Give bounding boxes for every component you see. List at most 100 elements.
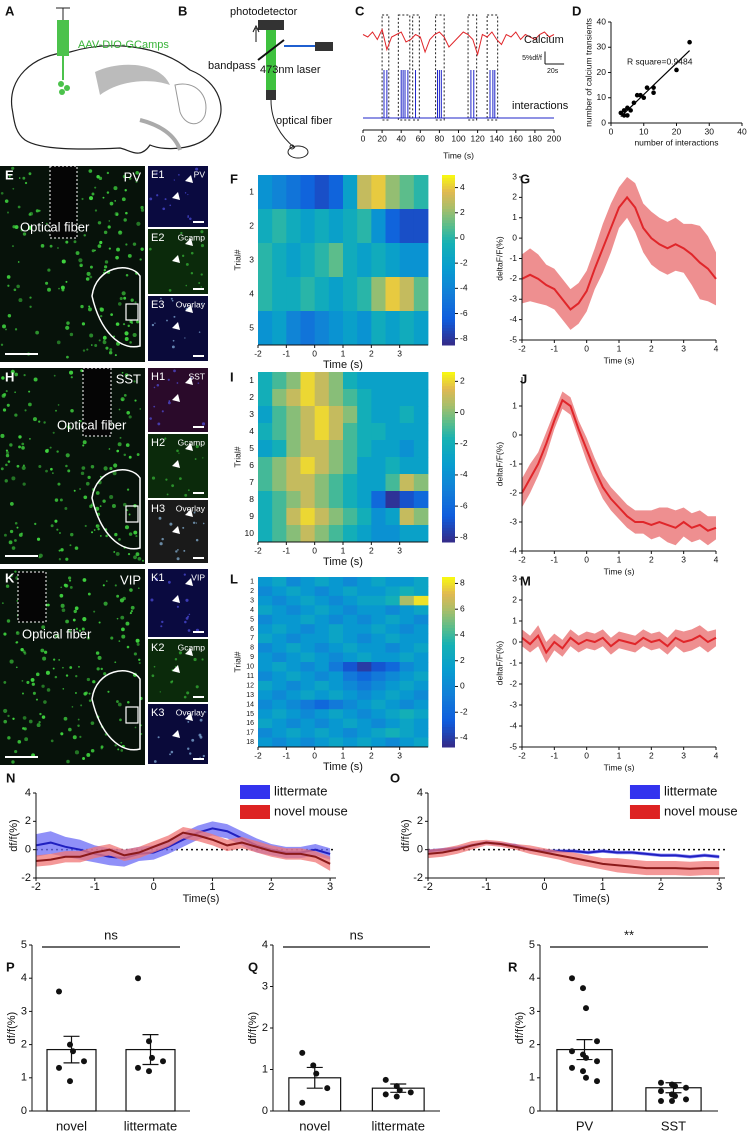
heatmap-cell bbox=[399, 633, 415, 644]
heatmap-cell bbox=[300, 508, 316, 526]
colorbar-strip bbox=[442, 715, 455, 720]
heatmap-cell bbox=[371, 728, 386, 738]
calcium-trace bbox=[362, 28, 555, 57]
heatmap-cell bbox=[399, 614, 415, 625]
colorbar-strip bbox=[442, 457, 455, 461]
inset-stain: Overlay bbox=[176, 503, 206, 513]
colorbar-strip bbox=[442, 313, 455, 318]
colorbar-label: -6 bbox=[460, 500, 468, 510]
heatmap-cell bbox=[371, 389, 386, 407]
point bbox=[674, 67, 679, 73]
legend-swatch bbox=[629, 785, 660, 799]
colorbar-strip bbox=[442, 625, 455, 629]
heatmap-cell bbox=[371, 406, 386, 424]
point bbox=[580, 985, 586, 992]
inset-dot bbox=[153, 405, 156, 408]
heatmap-cell bbox=[343, 643, 358, 653]
heatmap-cell bbox=[399, 491, 415, 509]
cell-dot bbox=[104, 265, 108, 269]
heatmap-cell bbox=[328, 175, 344, 210]
colorbar-strip bbox=[442, 251, 455, 255]
arrowhead bbox=[172, 305, 193, 330]
legend-label: interactions bbox=[512, 100, 569, 112]
heatmap-cell bbox=[413, 209, 429, 244]
cell-type: PV bbox=[124, 169, 142, 184]
heatmap-cell bbox=[272, 709, 287, 720]
x-tick-label: 3 bbox=[327, 881, 333, 893]
cell-dot bbox=[34, 522, 37, 526]
heatmap-cell bbox=[328, 457, 344, 475]
cell-dot bbox=[103, 672, 107, 676]
inset-dot bbox=[183, 695, 187, 699]
colorbar-strip bbox=[442, 577, 455, 581]
heatmap-cell bbox=[286, 586, 301, 597]
heatmap-cell bbox=[300, 624, 316, 635]
heatmap-cell bbox=[357, 633, 372, 644]
point bbox=[621, 113, 627, 118]
cell-dot bbox=[84, 691, 88, 695]
heatmap-cell bbox=[258, 372, 273, 390]
colorbar-strip bbox=[442, 400, 455, 404]
cell-dot bbox=[43, 421, 46, 424]
cell-dot bbox=[117, 748, 120, 751]
colorbar-strip bbox=[442, 642, 455, 646]
x-tick-label: 120 bbox=[471, 133, 485, 143]
heatmap-cell bbox=[286, 709, 301, 720]
cell-dot bbox=[39, 712, 42, 716]
injection bbox=[59, 89, 65, 95]
heatmap-cell bbox=[286, 680, 301, 691]
x-tick-label: 3 bbox=[681, 750, 686, 760]
heatmap-cell bbox=[357, 525, 372, 543]
heatmap-cell bbox=[272, 243, 287, 278]
cell-dot bbox=[121, 291, 126, 296]
point bbox=[641, 95, 647, 101]
colorbar-strip bbox=[442, 628, 455, 632]
colorbar-strip bbox=[442, 288, 455, 292]
x-tick-label: -2 bbox=[518, 554, 526, 564]
heatmap-cell bbox=[371, 718, 386, 729]
colorbar-strip bbox=[442, 231, 455, 235]
heatmap-cell bbox=[399, 406, 415, 424]
cell-dot bbox=[6, 619, 11, 623]
x-tick-label: -2 bbox=[254, 750, 262, 760]
cell-dot bbox=[10, 369, 15, 374]
heatmap-cell bbox=[385, 737, 401, 748]
row-label: 10 bbox=[246, 664, 254, 671]
cell-dot bbox=[81, 466, 86, 470]
cell-dot bbox=[136, 320, 140, 324]
inset-dot bbox=[180, 231, 183, 235]
cell-dot bbox=[60, 603, 65, 608]
heatmap-cell bbox=[357, 728, 372, 738]
colorbar-strip bbox=[442, 397, 455, 401]
heatmap-cell bbox=[343, 175, 358, 210]
x-tick-label: -2 bbox=[254, 348, 262, 358]
cell-dot bbox=[50, 467, 53, 471]
panel-label: Q bbox=[248, 959, 258, 974]
row-label: 12 bbox=[246, 682, 254, 689]
heatmap-cell bbox=[300, 372, 316, 390]
cell-dot bbox=[124, 525, 130, 530]
colorbar-strip bbox=[442, 650, 455, 654]
cell-dot bbox=[90, 344, 93, 346]
cell-dot bbox=[119, 296, 123, 301]
heatmap-cell bbox=[258, 586, 273, 597]
heatmap-cell bbox=[413, 652, 429, 663]
inset-dot bbox=[202, 457, 204, 459]
cell-dot bbox=[24, 181, 28, 185]
inset-dot bbox=[170, 750, 174, 754]
inset-dot bbox=[153, 665, 156, 668]
colorbar-strip bbox=[442, 471, 455, 475]
x-tick-label: 0 bbox=[584, 343, 589, 353]
x-tick-label: -1 bbox=[551, 750, 559, 760]
heatmap-cell bbox=[258, 474, 273, 492]
heatmap-cell bbox=[314, 718, 330, 729]
mean-line bbox=[521, 195, 717, 311]
cell-dot bbox=[62, 688, 65, 690]
cell-dot bbox=[92, 680, 96, 684]
heatmap-cell bbox=[413, 614, 429, 625]
colorbar-strip bbox=[442, 291, 455, 295]
point bbox=[658, 1098, 664, 1105]
x-tick-label: 200 bbox=[547, 133, 561, 143]
colorbar-strip bbox=[442, 406, 455, 410]
heatmap-cell bbox=[357, 440, 372, 458]
